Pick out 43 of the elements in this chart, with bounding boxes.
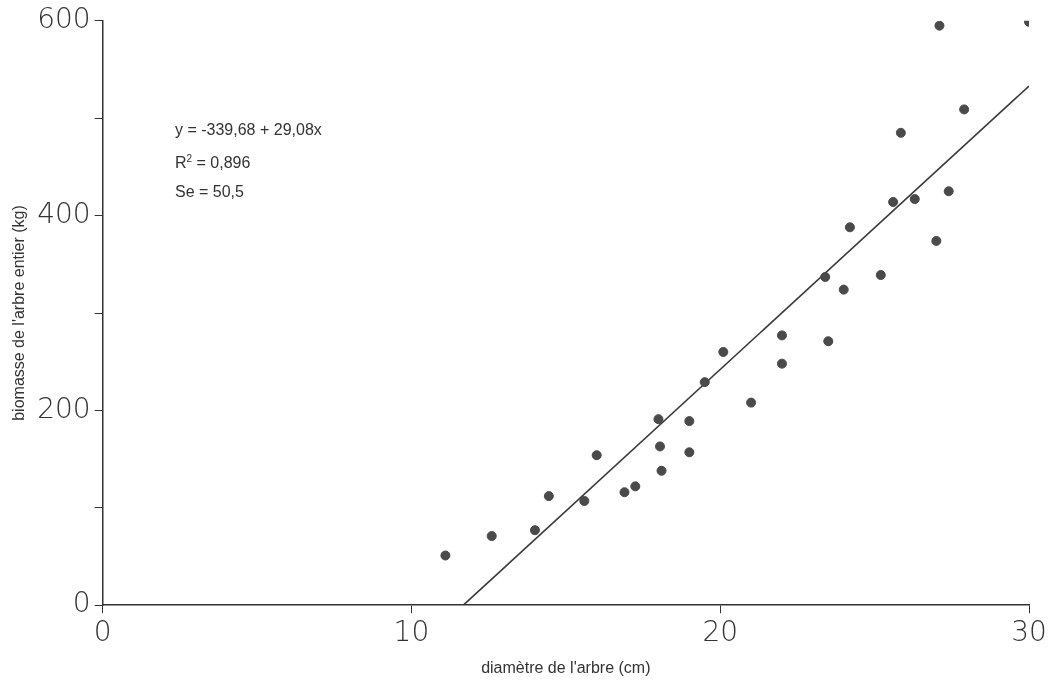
point: [934, 20, 945, 31]
x-tick-label: 30: [1011, 615, 1047, 649]
point: [888, 196, 899, 207]
y-tick-label: 200: [37, 391, 91, 425]
point: [838, 284, 849, 295]
point: [529, 525, 540, 536]
annotation: y = -339,68 + 29,08x: [175, 120, 322, 140]
point: [619, 487, 630, 498]
point: [699, 377, 710, 388]
point: [895, 127, 906, 138]
point: [656, 465, 667, 476]
point: [820, 271, 831, 282]
point: [776, 358, 787, 369]
x-tick-label: 10: [393, 615, 430, 649]
annotation: R$^{2}$ = 0,896: [175, 152, 252, 174]
x-tick-label: 0: [93, 615, 112, 649]
point: [943, 186, 954, 197]
y-tick-label: 400: [37, 196, 91, 230]
point: [931, 235, 942, 246]
point: [684, 416, 695, 427]
point: [440, 550, 451, 561]
point: [591, 450, 602, 461]
point: [655, 441, 665, 452]
point: [746, 397, 757, 408]
x-tick-label: 20: [702, 615, 739, 649]
point: [630, 481, 641, 492]
point: [909, 194, 920, 205]
point: [543, 491, 554, 502]
y-axis-title: biomasse de l'arbre entier (kg): [10, 205, 28, 421]
annotation: Se = 50,5: [175, 182, 245, 203]
point: [776, 330, 787, 341]
y-tick-label: 600: [37, 2, 91, 36]
point: [823, 336, 834, 347]
point: [684, 447, 695, 458]
point: [844, 222, 855, 233]
point: [486, 531, 497, 542]
x-axis-title: diamètre de l'arbre (cm): [481, 658, 651, 676]
point: [653, 414, 664, 425]
point: [718, 346, 729, 357]
point: [579, 495, 590, 506]
point: [875, 270, 886, 281]
y-tick-label: 0: [72, 586, 91, 620]
point: [959, 104, 970, 115]
